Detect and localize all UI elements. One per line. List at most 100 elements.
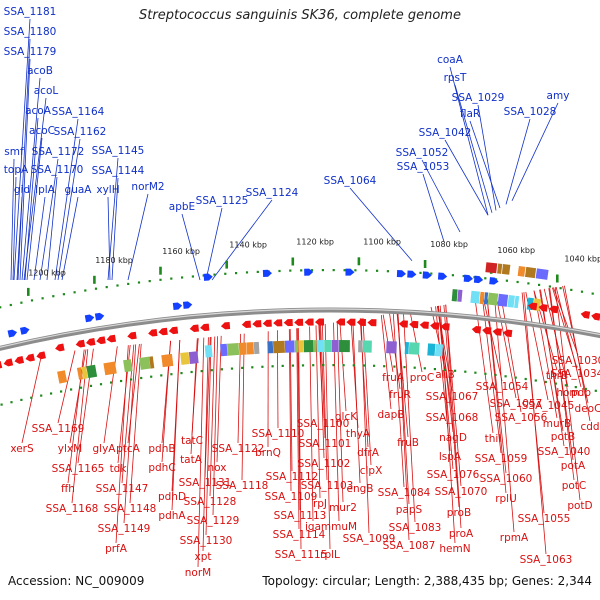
gene-label[interactable]: pdp <box>571 387 591 399</box>
gene-label[interactable]: pdhA <box>158 510 186 522</box>
reverse-gene-arrow[interactable] <box>3 358 14 367</box>
gene-label[interactable]: SSA_1102 <box>298 458 351 470</box>
gene-label[interactable]: SSA_1060 <box>480 473 533 485</box>
reverse-gene-arrow[interactable] <box>336 318 346 326</box>
forward-gene-arrow[interactable] <box>407 270 417 278</box>
gene-label[interactable]: ffh <box>61 483 75 495</box>
gene-label[interactable]: ptcA <box>116 443 141 455</box>
gene-label[interactable]: acoL <box>34 85 59 97</box>
forward-gene-arrow[interactable] <box>489 277 499 285</box>
gene-label[interactable]: SSA_1112 <box>266 471 319 483</box>
gene-label[interactable]: SSA_1059 <box>475 453 528 465</box>
gene-label[interactable]: tdk <box>110 463 128 475</box>
reverse-gene-arrow[interactable] <box>304 318 314 326</box>
gene-label[interactable]: acoB <box>27 65 53 77</box>
gene-label[interactable]: acoA <box>25 105 52 117</box>
gene-label[interactable]: SSA_1028 <box>504 106 557 118</box>
reverse-gene-arrow[interactable] <box>419 321 429 329</box>
gene-label[interactable]: potB <box>551 431 575 443</box>
forward-gene-arrow[interactable] <box>304 268 314 276</box>
reverse-gene-arrow[interactable] <box>591 312 600 321</box>
gene-label[interactable]: SSA_1114 <box>273 529 326 541</box>
gene-label[interactable]: SSA_1110 <box>252 428 305 440</box>
gene-label[interactable]: tatC <box>181 435 203 447</box>
gene-label[interactable]: norM2 <box>131 181 164 193</box>
gene-label[interactable]: xylH <box>96 184 119 196</box>
gene-label[interactable]: SSA_1101 <box>299 438 352 450</box>
reverse-gene-arrow[interactable] <box>127 331 137 340</box>
gene-label[interactable]: SSA_1055 <box>518 513 571 525</box>
gene-label[interactable]: mur2 <box>329 502 357 514</box>
reverse-gene-arrow[interactable] <box>148 328 158 337</box>
forward-gene-arrow[interactable] <box>172 302 183 310</box>
gene-label[interactable]: SSA_1131 <box>179 477 232 489</box>
reverse-gene-arrow[interactable] <box>538 304 548 312</box>
gene-label[interactable]: SSA_1164 <box>52 106 105 118</box>
gene-label[interactable]: papS <box>396 504 423 516</box>
gene-label[interactable]: lspA <box>439 451 462 463</box>
gene-label[interactable]: SSA_1034 <box>551 368 600 380</box>
gene-labels[interactable]: SSA_1181 SSA_1180 SSA_1179 acoB acoL acoA acoC… <box>4 6 600 579</box>
gene-label[interactable]: SSA_1122 <box>212 443 265 455</box>
gene-label[interactable]: dapB <box>378 409 405 421</box>
gene-label[interactable]: proC <box>410 372 435 384</box>
gene-label[interactable]: thiI <box>485 433 502 445</box>
gene-label[interactable]: SSA_1144 <box>92 165 145 177</box>
gene-label[interactable]: flaR <box>460 108 480 120</box>
forward-gene-arrow[interactable] <box>182 301 193 309</box>
reverse-gene-arrow[interactable] <box>440 323 450 331</box>
gene-label[interactable]: SSA_1045 <box>522 400 575 412</box>
reverse-gene-arrow[interactable] <box>398 320 408 328</box>
gene-label[interactable]: SSA_1070 <box>435 486 488 498</box>
gene-label[interactable]: prfA <box>105 543 128 555</box>
reverse-gene-arrow[interactable] <box>482 327 492 335</box>
gene-label[interactable]: SSA_1113 <box>274 510 327 522</box>
gene-label[interactable]: acoC <box>29 125 55 137</box>
gene-label[interactable]: SSA_1168 <box>46 503 99 515</box>
reverse-gene-arrow[interactable] <box>294 318 304 326</box>
gene-label[interactable]: murB <box>543 418 571 430</box>
gene-label[interactable]: SSA_1148 <box>104 503 157 515</box>
reverse-gene-arrow[interactable] <box>220 322 231 330</box>
forward-gene-arrow[interactable] <box>94 312 105 321</box>
gene-label[interactable]: SSA_1099 <box>343 533 396 545</box>
reverse-gene-arrow[interactable] <box>273 319 283 327</box>
gene-label[interactable]: SSA_1068 <box>426 412 479 424</box>
gene-label[interactable]: glyA <box>93 443 117 455</box>
gene-label[interactable]: SSA_1084 <box>378 487 431 499</box>
forward-gene-arrow[interactable] <box>422 271 432 279</box>
gene-label[interactable]: pdhC <box>148 462 175 474</box>
gene-label[interactable]: thrB <box>546 370 568 382</box>
forward-gene-arrow[interactable] <box>203 273 214 281</box>
gene-label[interactable]: fruR <box>389 389 411 401</box>
gene-label[interactable]: proB <box>447 507 471 519</box>
gene-label[interactable]: engB <box>347 483 374 495</box>
gene-label[interactable]: lplA <box>35 184 55 196</box>
reverse-gene-arrow[interactable] <box>367 319 377 327</box>
gene-label[interactable]: cdd <box>580 421 599 433</box>
gene-label[interactable]: SSA_1147 <box>96 483 149 495</box>
gene-label[interactable]: tatA <box>180 454 203 466</box>
reverse-gene-arrow[interactable] <box>200 323 210 332</box>
reverse-gene-arrow[interactable] <box>25 353 35 363</box>
gene-label[interactable]: potD <box>567 500 592 512</box>
forward-gene-arrow[interactable] <box>262 269 272 277</box>
gene-label[interactable]: SSA_1115 <box>275 549 328 561</box>
reverse-gene-arrow[interactable] <box>430 322 440 330</box>
gene-label[interactable]: apbE <box>169 201 195 213</box>
reverse-gene-arrow[interactable] <box>14 355 25 365</box>
reverse-gene-arrow[interactable] <box>527 302 538 311</box>
gene-label[interactable]: SSA_1067 <box>426 391 479 403</box>
gene-label[interactable]: nagD <box>439 432 467 444</box>
reverse-gene-arrow[interactable] <box>471 326 482 334</box>
gene-label[interactable]: SSA_1124 <box>246 187 299 199</box>
forward-gene-arrow[interactable] <box>84 314 95 323</box>
gene-label[interactable]: SSA_1029 <box>452 92 505 104</box>
reverse-gene-arrow[interactable] <box>503 329 513 338</box>
gene-label[interactable]: hemN <box>439 543 470 555</box>
gene-label[interactable]: deoC <box>575 403 600 415</box>
gene-label[interactable]: nox <box>208 462 227 474</box>
gene-label[interactable]: fruB <box>397 437 419 449</box>
gene-label[interactable]: SSA_1052 <box>396 147 449 159</box>
gene-label[interactable]: xpt <box>195 551 212 563</box>
